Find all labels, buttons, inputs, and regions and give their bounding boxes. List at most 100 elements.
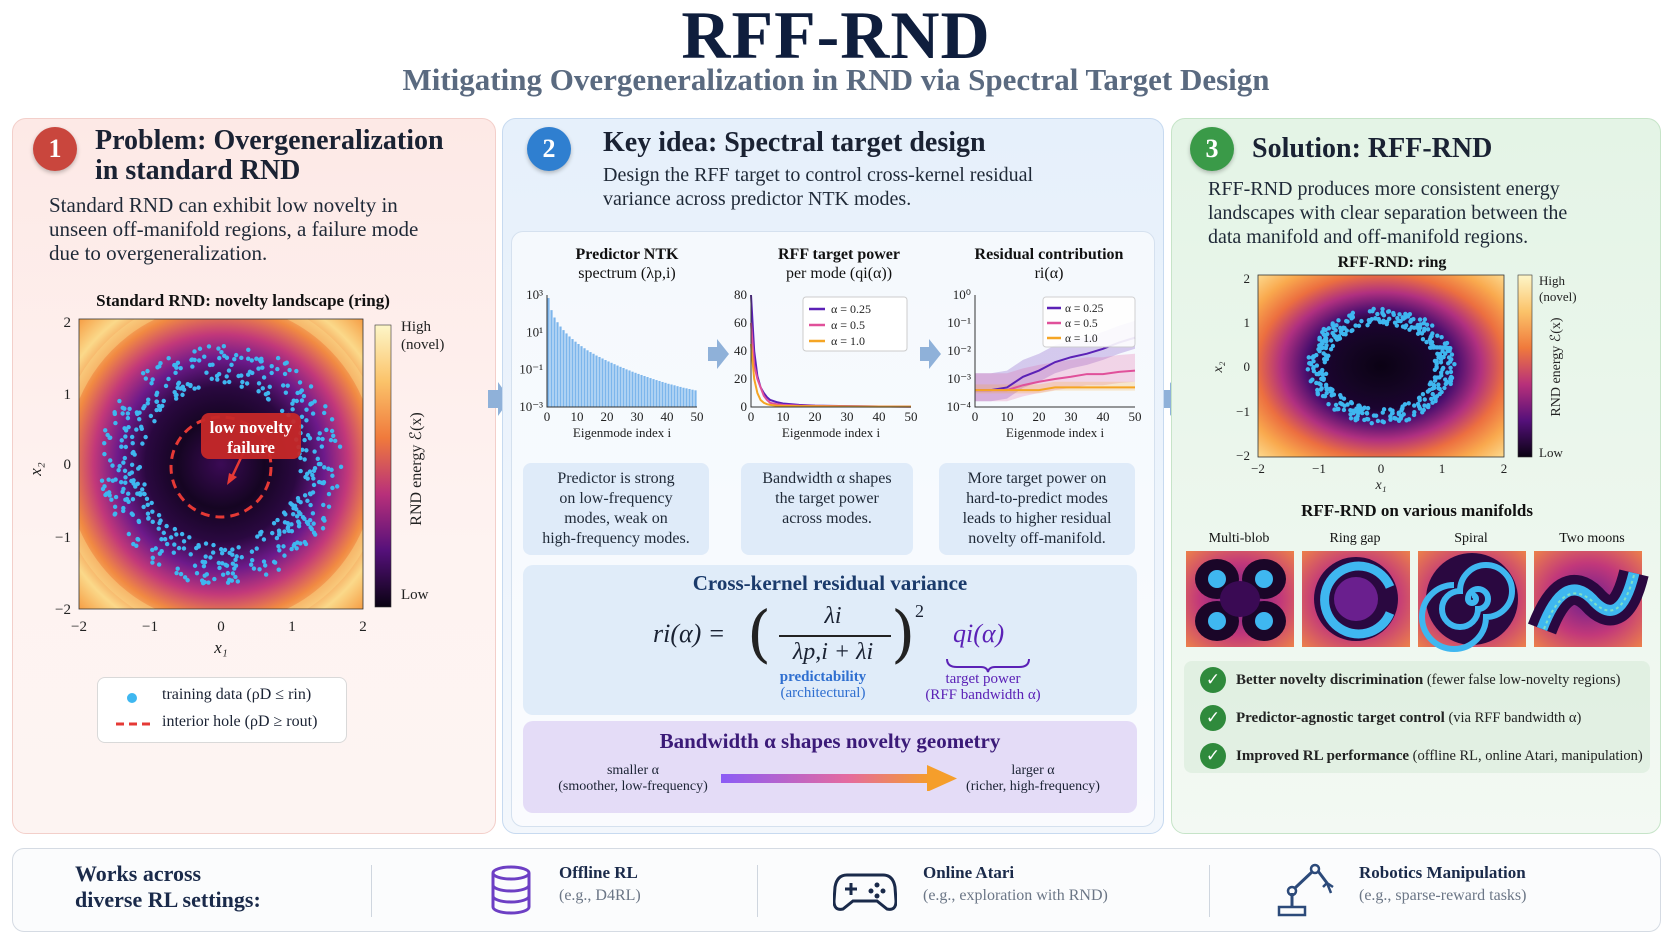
rff-colorbar-low: Low xyxy=(1539,445,1563,460)
solution-panel: 3 Solution: RFF-RND RFF-RND produces mor… xyxy=(1171,118,1661,834)
caption-ntk-line3: modes, weak on xyxy=(564,510,668,527)
training-point xyxy=(282,529,287,534)
ntk-bar xyxy=(682,387,685,407)
resid-axes xyxy=(974,295,1135,408)
training-point xyxy=(1408,317,1414,323)
training-point xyxy=(305,476,310,481)
resid-y-tick: 10⁻³ xyxy=(947,371,971,386)
ntk-bar xyxy=(685,388,688,407)
ntk-x-tick: 40 xyxy=(661,409,674,424)
training-point xyxy=(125,491,131,496)
rff-x-tick-2: −1 xyxy=(1312,461,1326,476)
ntk-bar xyxy=(547,298,550,407)
training-point xyxy=(150,509,155,514)
training-point xyxy=(141,491,147,497)
bandwidth-box: Bandwidth α shapes novelty geometry smal… xyxy=(523,721,1137,813)
training-point xyxy=(1341,407,1347,413)
training-point xyxy=(226,368,232,373)
ntk-bar xyxy=(676,386,679,407)
footer-item-atari-title: Online Atari xyxy=(923,863,1015,882)
ntk-bar xyxy=(583,348,586,407)
resid-y-tick: 10⁰ xyxy=(953,287,971,302)
training-point xyxy=(173,396,179,401)
training-point xyxy=(1344,328,1349,333)
rff-y-tick-5: −2 xyxy=(1236,448,1250,463)
power-legend-label: α = 1.0 xyxy=(831,334,865,348)
training-point xyxy=(119,444,124,449)
training-point xyxy=(307,491,313,496)
footer-item-offline-title: Offline RL xyxy=(559,863,638,882)
training-point xyxy=(1349,328,1354,334)
mini-arrow-2 xyxy=(920,339,941,369)
resid-x-label: Eigenmode index i xyxy=(1006,425,1105,440)
training-point xyxy=(1425,327,1431,332)
training-point xyxy=(329,428,335,434)
training-point xyxy=(1396,410,1402,415)
rff-x-tick-4: 1 xyxy=(1439,461,1446,476)
training-point xyxy=(1364,411,1370,416)
training-point xyxy=(256,389,261,394)
training-point xyxy=(1341,396,1347,401)
rff-x-tick-1: −2 xyxy=(1251,461,1265,476)
residual-title-line2: ri(α) xyxy=(1034,265,1064,282)
training-point xyxy=(1314,380,1319,386)
training-point xyxy=(175,566,180,571)
ntk-bar xyxy=(661,381,664,407)
training-point xyxy=(337,444,343,449)
training-point xyxy=(1396,318,1401,324)
training-point xyxy=(258,530,263,535)
training-point xyxy=(299,414,305,419)
training-point xyxy=(1380,419,1385,424)
training-point xyxy=(216,346,221,351)
step-badge-1: 1 xyxy=(33,127,77,171)
thumb-multiblob xyxy=(1186,551,1294,647)
training-point xyxy=(192,349,197,354)
training-point xyxy=(1332,407,1337,412)
training-point xyxy=(321,515,326,521)
x-axis-label: x₁ xyxy=(213,638,227,657)
ntk-bar xyxy=(658,380,661,407)
training-point xyxy=(140,441,145,446)
training-point xyxy=(156,562,162,567)
training-point xyxy=(269,370,274,376)
training-point xyxy=(138,492,143,497)
bandwidth-left-line1: smaller α xyxy=(606,763,660,778)
training-point xyxy=(1392,415,1397,421)
resid-x-tick: 30 xyxy=(1065,409,1078,424)
training-point xyxy=(294,398,299,404)
training-point xyxy=(277,530,282,535)
training-point xyxy=(260,386,265,391)
training-point xyxy=(224,374,229,379)
manifold-label-spiral: Spiral xyxy=(1454,531,1488,546)
training-point xyxy=(102,484,107,489)
training-point xyxy=(130,496,136,502)
ntk-bar xyxy=(646,377,649,407)
ntk-x-label: Eigenmode index i xyxy=(573,425,672,440)
training-point xyxy=(118,479,124,485)
training-point xyxy=(1438,370,1444,375)
training-point xyxy=(1406,401,1411,406)
resid-x-tick: 40 xyxy=(1097,409,1110,424)
power-y-tick: 0 xyxy=(741,399,748,414)
caption-ntk: Predictor is strong on low-frequency mod… xyxy=(523,463,709,555)
training-point xyxy=(181,546,187,551)
resid-x-tick: 10 xyxy=(1001,409,1014,424)
training-point xyxy=(188,383,193,389)
training-point xyxy=(172,526,178,532)
training-point xyxy=(152,418,157,424)
rff-y-axis-label: x₂ xyxy=(1211,361,1226,373)
training-point xyxy=(113,494,119,500)
training-point xyxy=(1420,337,1426,342)
training-point xyxy=(1330,322,1335,328)
training-point xyxy=(1339,401,1345,407)
training-point xyxy=(117,398,122,404)
training-point xyxy=(1434,364,1439,369)
training-point xyxy=(140,370,146,376)
ntk-bar xyxy=(652,379,655,407)
caption-residual-line2: hard-to-predict modes xyxy=(966,490,1108,507)
ntk-x-tick: 0 xyxy=(544,409,551,424)
ntk-bar xyxy=(619,366,622,407)
training-point xyxy=(1421,407,1427,413)
training-point xyxy=(155,365,160,370)
training-point xyxy=(304,448,309,453)
